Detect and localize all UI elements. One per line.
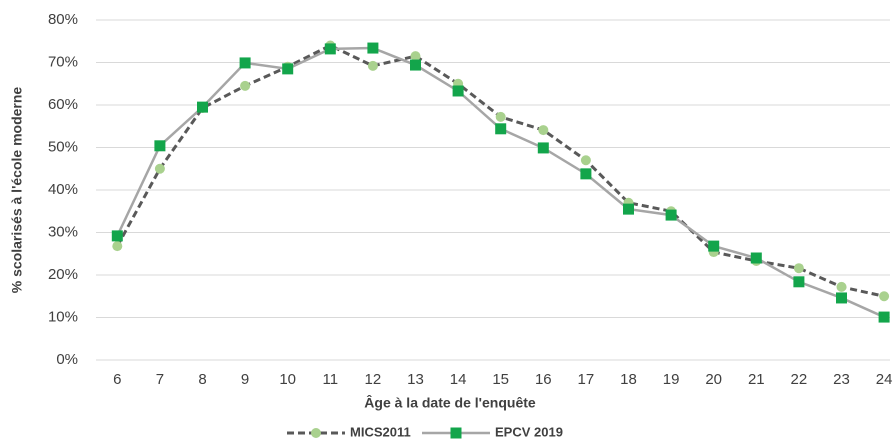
x-tick-label: 22 — [791, 371, 808, 388]
x-tick-label: 23 — [833, 371, 850, 388]
data-point — [750, 252, 762, 264]
data-point — [538, 125, 549, 136]
x-tick-label: 21 — [748, 371, 765, 388]
data-point — [112, 241, 123, 252]
legend-marker — [311, 428, 321, 438]
data-point — [410, 59, 421, 71]
data-point — [154, 163, 165, 174]
y-tick-label: 0% — [56, 351, 78, 368]
data-point — [836, 281, 847, 292]
x-tick-label: 15 — [492, 371, 509, 388]
legend-label: MICS2011 — [350, 424, 411, 439]
y-tick-label: 80% — [48, 11, 78, 28]
data-point — [240, 80, 251, 91]
data-point — [793, 276, 805, 288]
data-point — [665, 209, 677, 221]
data-point — [623, 203, 634, 215]
data-point — [708, 240, 720, 252]
x-axis-title: Âge à la date de l'enquête — [364, 394, 536, 411]
y-tick-label: 10% — [48, 308, 78, 325]
data-point — [580, 168, 592, 180]
data-point — [367, 42, 379, 54]
x-tick-label: 8 — [198, 371, 206, 388]
y-tick-label: 20% — [48, 266, 78, 283]
y-tick-label: 30% — [48, 223, 78, 240]
y-tick-label: 60% — [48, 96, 78, 113]
x-tick-label: 7 — [156, 371, 164, 388]
x-tick-label: 11 — [323, 371, 339, 388]
x-tick-label: 9 — [241, 371, 249, 388]
y-tick-label: 70% — [48, 53, 78, 70]
data-point — [537, 142, 549, 154]
x-tick-label: 10 — [279, 371, 296, 388]
data-point — [282, 63, 294, 75]
data-point — [239, 57, 251, 69]
y-axis-title: % scolarisés à l'école moderne — [9, 87, 25, 294]
data-point — [154, 140, 166, 152]
x-tick-label: 6 — [113, 371, 121, 388]
data-point — [580, 155, 591, 166]
data-point — [495, 123, 507, 135]
x-tick-label: 17 — [578, 371, 595, 388]
x-tick-label: 19 — [663, 371, 680, 388]
series-line — [115, 43, 885, 298]
x-tick-label: 16 — [535, 371, 552, 388]
legend-label: EPCV 2019 — [495, 424, 563, 439]
x-tick-label: 24 — [876, 371, 893, 388]
data-point — [197, 101, 208, 113]
x-tick-label: 13 — [407, 371, 424, 388]
data-point — [367, 60, 378, 71]
data-point — [793, 263, 804, 274]
data-point — [452, 85, 464, 97]
data-point — [878, 311, 890, 323]
x-tick-label: 14 — [450, 371, 467, 388]
y-tick-label: 40% — [48, 181, 78, 198]
legend-marker — [450, 427, 462, 439]
x-tick-label: 18 — [620, 371, 637, 388]
series-line — [116, 46, 885, 319]
x-tick-label: 20 — [705, 371, 722, 388]
x-tick-label: 12 — [365, 371, 382, 388]
y-tick-label: 50% — [48, 138, 78, 155]
data-point — [410, 51, 421, 62]
data-point — [111, 230, 123, 242]
data-point — [879, 291, 890, 302]
data-point — [495, 111, 506, 122]
data-point — [324, 43, 336, 55]
data-point — [836, 292, 847, 304]
